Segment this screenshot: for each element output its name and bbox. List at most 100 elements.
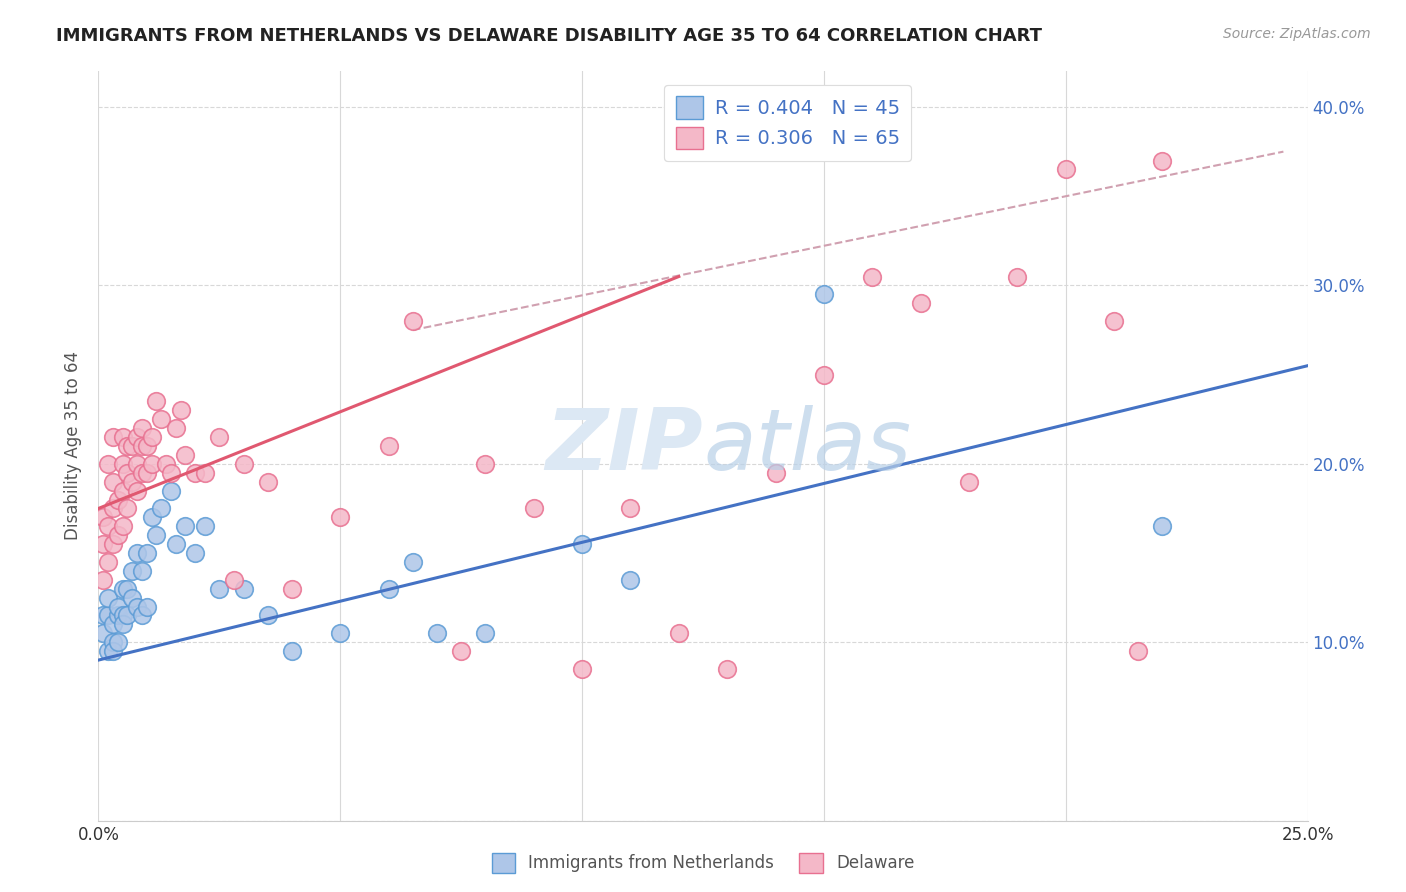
Point — [131, 439, 153, 453]
Point — [141, 510, 163, 524]
Point — [111, 582, 134, 596]
Point — [111, 608, 134, 623]
Point — [107, 528, 129, 542]
Point — [101, 430, 124, 444]
Point — [101, 537, 124, 551]
Point — [91, 626, 114, 640]
Point — [107, 492, 129, 507]
Point — [194, 466, 217, 480]
Point — [127, 546, 149, 560]
Point — [256, 475, 278, 489]
Point — [135, 599, 157, 614]
Point — [860, 269, 883, 284]
Point — [668, 626, 690, 640]
Point — [1054, 162, 1077, 177]
Point — [107, 635, 129, 649]
Point — [222, 573, 245, 587]
Point — [765, 466, 787, 480]
Point — [426, 626, 449, 640]
Point — [127, 457, 149, 471]
Point — [141, 457, 163, 471]
Point — [101, 501, 124, 516]
Point — [329, 510, 352, 524]
Point — [329, 626, 352, 640]
Point — [117, 466, 139, 480]
Point — [107, 599, 129, 614]
Y-axis label: Disability Age 35 to 64: Disability Age 35 to 64 — [65, 351, 83, 541]
Point — [208, 430, 231, 444]
Point — [117, 608, 139, 623]
Point — [131, 608, 153, 623]
Point — [1152, 519, 1174, 533]
Point — [97, 519, 120, 533]
Point — [107, 608, 129, 623]
Point — [131, 466, 153, 480]
Point — [141, 430, 163, 444]
Point — [174, 519, 197, 533]
Point — [97, 555, 120, 569]
Point — [232, 457, 254, 471]
Point — [402, 314, 425, 328]
Point — [160, 483, 183, 498]
Point — [150, 501, 173, 516]
Point — [957, 475, 980, 489]
Point — [1102, 314, 1125, 328]
Point — [208, 582, 231, 596]
Point — [135, 546, 157, 560]
Point — [281, 582, 304, 596]
Text: Source: ZipAtlas.com: Source: ZipAtlas.com — [1223, 27, 1371, 41]
Point — [117, 439, 139, 453]
Point — [111, 617, 134, 632]
Point — [131, 421, 153, 435]
Point — [377, 439, 399, 453]
Point — [174, 448, 197, 462]
Point — [121, 475, 143, 489]
Point — [169, 403, 191, 417]
Point — [121, 439, 143, 453]
Point — [97, 644, 120, 658]
Point — [571, 662, 593, 676]
Point — [145, 394, 167, 409]
Point — [135, 466, 157, 480]
Point — [165, 421, 187, 435]
Point — [97, 457, 120, 471]
Point — [101, 644, 124, 658]
Point — [232, 582, 254, 596]
Point — [111, 483, 134, 498]
Point — [117, 582, 139, 596]
Point — [91, 573, 114, 587]
Legend: R = 0.404   N = 45, R = 0.306   N = 65: R = 0.404 N = 45, R = 0.306 N = 65 — [664, 85, 911, 161]
Point — [523, 501, 546, 516]
Point — [150, 412, 173, 426]
Point — [135, 439, 157, 453]
Point — [474, 626, 496, 640]
Point — [121, 564, 143, 578]
Point — [111, 457, 134, 471]
Point — [474, 457, 496, 471]
Point — [1128, 644, 1150, 658]
Point — [97, 608, 120, 623]
Point — [155, 457, 177, 471]
Point — [450, 644, 472, 658]
Legend: Immigrants from Netherlands, Delaware: Immigrants from Netherlands, Delaware — [485, 847, 921, 880]
Point — [91, 608, 114, 623]
Point — [117, 501, 139, 516]
Point — [91, 537, 114, 551]
Point — [101, 617, 124, 632]
Point — [165, 537, 187, 551]
Point — [101, 475, 124, 489]
Point — [160, 466, 183, 480]
Point — [1152, 153, 1174, 168]
Point — [194, 519, 217, 533]
Point — [97, 591, 120, 605]
Point — [127, 599, 149, 614]
Point — [121, 591, 143, 605]
Point — [716, 662, 738, 676]
Point — [184, 546, 207, 560]
Point — [145, 528, 167, 542]
Point — [256, 608, 278, 623]
Point — [131, 564, 153, 578]
Point — [377, 582, 399, 596]
Point — [127, 483, 149, 498]
Point — [619, 501, 641, 516]
